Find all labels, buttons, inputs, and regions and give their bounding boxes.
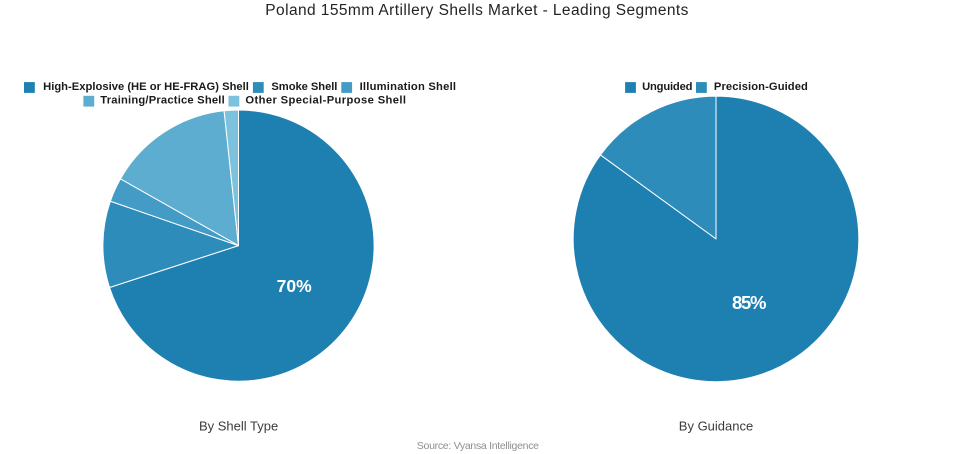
svg-text:Training/Practice Shell: Training/Practice Shell bbox=[100, 95, 224, 107]
svg-text:85%: 85% bbox=[732, 292, 767, 313]
svg-text:Source: Vyansa Intelligence: Source: Vyansa Intelligence bbox=[417, 440, 539, 452]
svg-text:High-Explosive (HE or HE-FRAG): High-Explosive (HE or HE-FRAG) Shell bbox=[43, 81, 249, 93]
svg-text:70%: 70% bbox=[277, 276, 312, 296]
svg-text:Precision-Guided: Precision-Guided bbox=[714, 81, 808, 93]
svg-text:Illumination Shell: Illumination Shell bbox=[360, 81, 456, 93]
svg-text:By Guidance: By Guidance bbox=[679, 418, 753, 433]
svg-text:Poland 155mm Artillery Shells: Poland 155mm Artillery Shells Market - L… bbox=[265, 2, 688, 19]
svg-text:Other Special-Purpose Shell: Other Special-Purpose Shell bbox=[245, 95, 406, 107]
svg-text:Smoke Shell: Smoke Shell bbox=[271, 81, 337, 93]
svg-text:Unguided: Unguided bbox=[642, 81, 693, 93]
svg-text:By Shell Type: By Shell Type bbox=[199, 418, 278, 433]
